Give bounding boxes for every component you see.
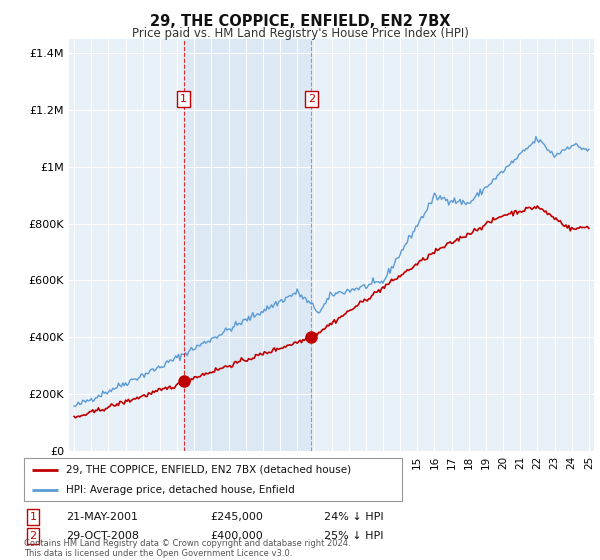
Text: £245,000: £245,000	[210, 512, 263, 522]
Text: 2: 2	[308, 94, 315, 104]
Text: Price paid vs. HM Land Registry's House Price Index (HPI): Price paid vs. HM Land Registry's House …	[131, 27, 469, 40]
Text: 29, THE COPPICE, ENFIELD, EN2 7BX: 29, THE COPPICE, ENFIELD, EN2 7BX	[150, 14, 450, 29]
Text: 29-OCT-2008: 29-OCT-2008	[66, 531, 139, 541]
Text: Contains HM Land Registry data © Crown copyright and database right 2024.
This d: Contains HM Land Registry data © Crown c…	[24, 539, 350, 558]
Text: HPI: Average price, detached house, Enfield: HPI: Average price, detached house, Enfi…	[65, 486, 295, 495]
Text: 24% ↓ HPI: 24% ↓ HPI	[324, 512, 383, 522]
Text: 21-MAY-2001: 21-MAY-2001	[66, 512, 138, 522]
Text: £400,000: £400,000	[210, 531, 263, 541]
Text: 29, THE COPPICE, ENFIELD, EN2 7BX (detached house): 29, THE COPPICE, ENFIELD, EN2 7BX (detac…	[65, 465, 351, 475]
Text: 1: 1	[180, 94, 187, 104]
Text: 1: 1	[29, 512, 37, 522]
Text: 25% ↓ HPI: 25% ↓ HPI	[324, 531, 383, 541]
Text: 2: 2	[29, 531, 37, 541]
Bar	[184, 39, 311, 451]
